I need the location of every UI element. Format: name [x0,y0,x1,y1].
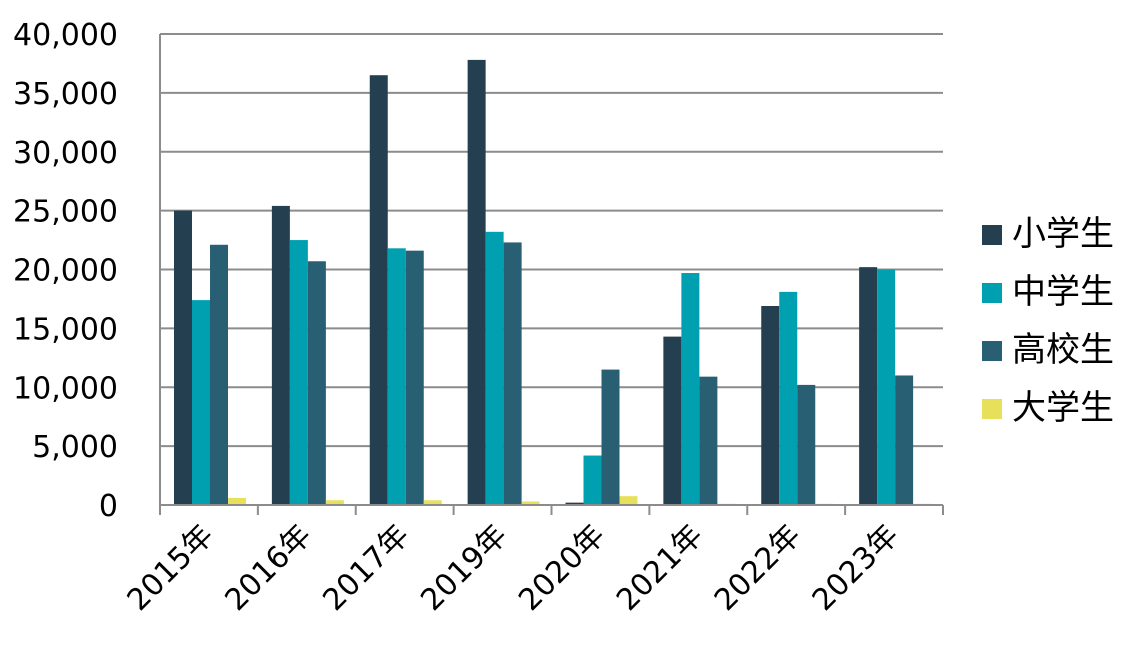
y-tick-label: 25,000 [13,195,118,230]
bar-小学生-2023年 [859,267,878,505]
bar-中学生-2015年 [192,300,210,505]
y-tick-label: 0 [99,489,118,524]
legend-label: 中学生 [1012,272,1114,312]
legend-swatch-高校生 [982,341,1002,361]
bar-小学生-2019年 [467,59,486,505]
legend-swatch-大学生 [982,399,1002,419]
bar-小学生-2022年 [761,306,780,505]
x-tick-label: 2023年 [806,518,906,618]
bar-大学生-2020年 [619,496,638,505]
bar-小学生-2020年 [565,502,584,505]
bar-高校生-2020年 [601,369,620,505]
bar-中学生-2021年 [681,273,700,505]
bar-小学生-2017年 [369,75,388,506]
bars [174,59,932,506]
x-tick-label: 2022年 [708,518,808,618]
bar-大学生-2019年 [521,501,540,505]
x-tick-label: 2016年 [219,518,319,618]
bar-中学生-2016年 [289,240,308,505]
bar-中学生-2022年 [779,291,798,505]
y-tick-label: 40,000 [13,18,118,53]
bar-中学生-2020年 [583,455,602,505]
y-tick-label: 35,000 [13,77,118,112]
legend-label: 小学生 [1012,214,1114,254]
y-tick-label: 15,000 [13,312,118,347]
legend-swatch-中学生 [982,283,1002,303]
x-tick-label: 2020年 [512,518,612,618]
bar-高校生-2017年 [405,250,424,505]
legend-label: 高校生 [1012,330,1114,370]
legend-swatch-小学生 [982,225,1002,245]
bar-高校生-2022年 [797,384,816,505]
y-tick-label: 20,000 [13,254,118,289]
x-tick-label: 2021年 [610,518,710,618]
y-tick-label: 5,000 [32,430,118,465]
x-tick-label: 2017年 [316,518,416,618]
bar-高校生-2021年 [699,376,718,505]
bar-小学生-2016年 [271,205,290,506]
bar-大学生-2015年 [228,497,246,505]
bar-小学生-2015年 [174,210,192,505]
bar-大学生-2017年 [423,500,442,505]
bar-高校生-2015年 [210,244,228,505]
y-tick-label: 10,000 [13,371,118,406]
bar-大学生-2016年 [325,500,344,505]
x-tick-label: 2015年 [121,518,221,618]
bar-高校生-2019年 [503,242,522,506]
y-tick-label: 30,000 [13,136,118,171]
bar-中学生-2023年 [877,269,896,505]
x-tick-label: 2019年 [414,518,514,618]
legend-label: 大学生 [1012,388,1114,428]
bar-高校生-2023年 [895,375,914,505]
bar-中学生-2017年 [387,248,406,505]
bar-中学生-2019年 [485,231,504,505]
bar-小学生-2021年 [663,336,682,505]
bar-高校生-2016年 [307,261,326,505]
